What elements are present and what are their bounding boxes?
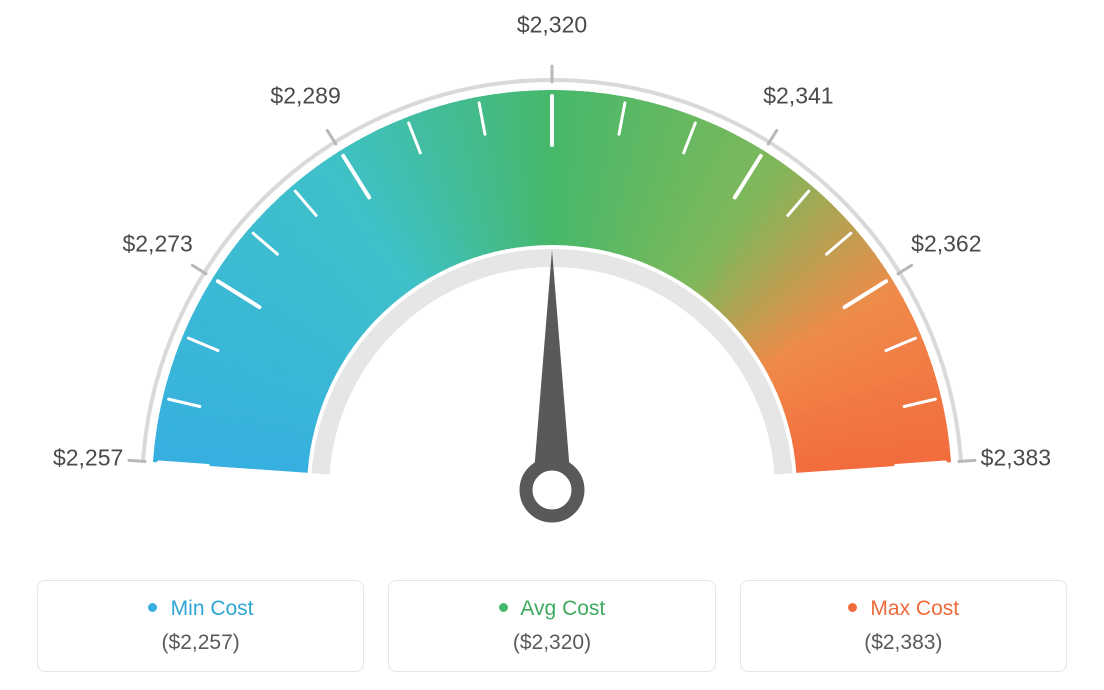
- gauge-svg: [22, 20, 1082, 560]
- summary-cards: Min Cost ($2,257) Avg Cost ($2,320) Max …: [37, 580, 1067, 672]
- gauge-tick-label: $2,273: [122, 230, 192, 257]
- max-cost-value: ($2,383): [751, 631, 1056, 655]
- max-cost-label: Max Cost: [870, 597, 959, 620]
- avg-cost-value: ($2,320): [399, 631, 704, 655]
- gauge-needle: [526, 250, 578, 516]
- min-cost-value: ($2,257): [48, 631, 353, 655]
- max-cost-dot-icon: [848, 603, 857, 612]
- gauge-tick-label: $2,289: [270, 82, 340, 109]
- gauge-tick-label: $2,341: [763, 82, 833, 109]
- min-cost-card: Min Cost ($2,257): [37, 580, 364, 672]
- max-cost-card: Max Cost ($2,383): [740, 580, 1067, 672]
- min-cost-title: Min Cost: [48, 597, 353, 621]
- gauge-tick-label: $2,383: [981, 444, 1051, 471]
- gauge-tick-label: $2,257: [53, 444, 123, 471]
- min-cost-label: Min Cost: [171, 597, 254, 620]
- avg-cost-dot-icon: [499, 603, 508, 612]
- gauge-tick-label: $2,320: [517, 12, 587, 39]
- min-cost-dot-icon: [148, 603, 157, 612]
- gauge-chart: $2,257$2,273$2,289$2,320$2,341$2,362$2,3…: [22, 20, 1082, 560]
- avg-cost-title: Avg Cost: [399, 597, 704, 621]
- cost-gauge-canvas: $2,257 $2,273 $2,289 $2,320 $2,341 $2,362 $2,3…: [0, 0, 1104, 690]
- gauge-tick-label: $2,362: [911, 230, 981, 257]
- avg-cost-card: Avg Cost ($2,320): [388, 580, 715, 672]
- max-cost-title: Max Cost: [751, 597, 1056, 621]
- avg-cost-label: Avg Cost: [520, 597, 605, 620]
